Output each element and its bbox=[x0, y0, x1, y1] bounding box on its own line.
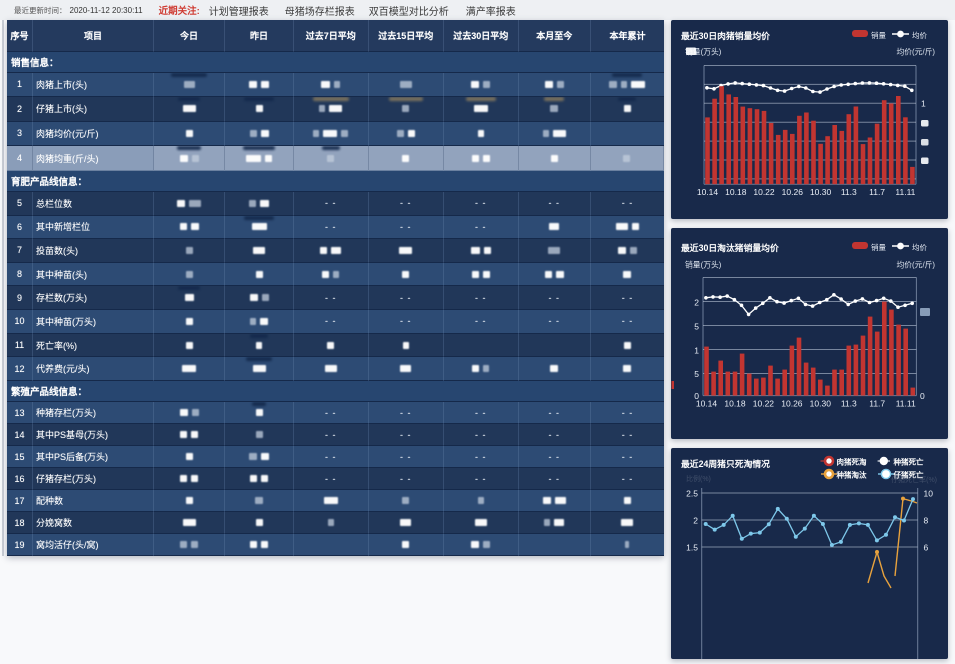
svg-text:10.18: 10.18 bbox=[725, 187, 747, 197]
svg-text:8: 8 bbox=[924, 516, 929, 526]
svg-text:销量: 销量 bbox=[871, 242, 886, 252]
svg-text:均价(元/斤): 均价(元/斤) bbox=[896, 47, 935, 57]
svg-text:10: 10 bbox=[924, 489, 934, 499]
svg-text:10.22: 10.22 bbox=[753, 187, 775, 197]
svg-text:最近30日淘汰猪销量均价: 最近30日淘汰猪销量均价 bbox=[681, 242, 779, 253]
svg-text:比例(%): 比例(%) bbox=[686, 474, 711, 483]
svg-text:10.30: 10.30 bbox=[810, 399, 832, 409]
svg-text:均价: 均价 bbox=[912, 30, 927, 40]
svg-text:仔猪死亡: 仔猪死亡 bbox=[894, 470, 924, 480]
svg-text:11.7: 11.7 bbox=[869, 187, 885, 197]
svg-text:仔猪死亡率(%): 仔猪死亡率(%) bbox=[891, 475, 937, 484]
svg-text:肉猪死淘: 肉猪死淘 bbox=[837, 457, 867, 467]
svg-text:均价: 均价 bbox=[912, 242, 927, 252]
svg-text:11.11: 11.11 bbox=[895, 187, 915, 197]
svg-text:销量: 销量 bbox=[871, 30, 886, 40]
svg-text:1.5: 1.5 bbox=[686, 543, 698, 553]
svg-text:2: 2 bbox=[694, 298, 699, 308]
svg-text:11.3: 11.3 bbox=[841, 399, 857, 409]
svg-text:2.5: 2.5 bbox=[686, 489, 698, 499]
svg-text:10.26: 10.26 bbox=[782, 187, 804, 197]
svg-text:种猪淘汰: 种猪淘汰 bbox=[836, 470, 867, 480]
svg-text:2: 2 bbox=[693, 516, 698, 526]
svg-text:最近30日肉猪销量均价: 最近30日肉猪销量均价 bbox=[681, 30, 770, 41]
svg-text:种猪死亡: 种猪死亡 bbox=[893, 457, 924, 467]
svg-text:10.14: 10.14 bbox=[697, 187, 719, 197]
svg-text:10.18: 10.18 bbox=[724, 399, 746, 409]
svg-text:0: 0 bbox=[920, 391, 925, 401]
svg-text:11.11: 11.11 bbox=[896, 399, 916, 409]
svg-text:销量(万头): 销量(万头) bbox=[685, 47, 722, 57]
svg-text:6: 6 bbox=[924, 543, 929, 553]
svg-text:0: 0 bbox=[694, 391, 699, 401]
svg-text:销量(万头): 销量(万头) bbox=[685, 260, 722, 270]
svg-text:1: 1 bbox=[694, 346, 699, 356]
svg-text:最近24周猪只死淘情况: 最近24周猪只死淘情况 bbox=[681, 458, 770, 469]
svg-text:均价(元/斤): 均价(元/斤) bbox=[896, 260, 935, 270]
svg-text:10.22: 10.22 bbox=[753, 399, 775, 409]
svg-text:10.26: 10.26 bbox=[781, 399, 803, 409]
svg-text:5: 5 bbox=[694, 369, 699, 379]
svg-text:10.14: 10.14 bbox=[696, 399, 718, 409]
svg-text:11.7: 11.7 bbox=[869, 399, 885, 409]
svg-text:5: 5 bbox=[694, 322, 699, 332]
svg-text:11.3: 11.3 bbox=[841, 187, 857, 197]
svg-text:10.30: 10.30 bbox=[810, 187, 832, 197]
svg-text:1: 1 bbox=[921, 99, 926, 109]
